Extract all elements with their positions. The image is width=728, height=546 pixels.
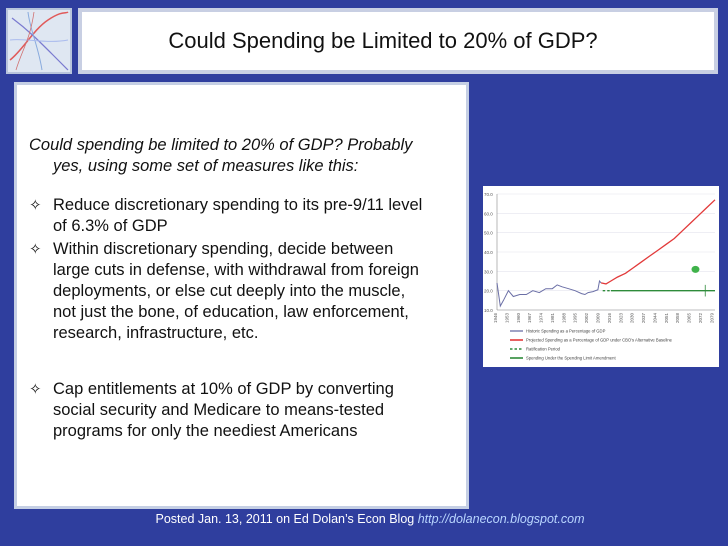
y-tick-label: 30.0 xyxy=(484,269,493,274)
legend-label: Historic Spending as a Percentage of GDP xyxy=(526,329,606,334)
x-tick-label: 1988 xyxy=(561,313,566,324)
bullet-line: research, infrastructure, etc. xyxy=(53,324,259,342)
bullet-item: ✧ Within discretionary spending, decide … xyxy=(29,239,469,344)
x-tick-label: 1974 xyxy=(539,313,544,324)
x-tick-label: 2037 xyxy=(641,313,646,324)
x-tick-label: 2002 xyxy=(584,313,589,324)
x-tick-label: 2065 xyxy=(687,313,692,324)
bullet-item: ✧ Reduce discretionary spending to its p… xyxy=(29,195,469,237)
x-tick-label: 1960 xyxy=(516,313,521,324)
intro-line: yes, using some set of measures like thi… xyxy=(53,157,359,175)
y-tick-label: 50.0 xyxy=(484,231,493,236)
x-tick-label: 2051 xyxy=(664,313,669,324)
bullet-line: social security and Medicare to means-te… xyxy=(53,401,385,419)
content-panel: Could spending be limited to 20% of GDP?… xyxy=(14,82,469,509)
star-bullet-icon: ✧ xyxy=(29,381,42,398)
x-tick-label: 2023 xyxy=(618,313,623,324)
y-tick-label: 40.0 xyxy=(484,250,493,255)
blog-link[interactable]: http://dolanecon.blogspot.com xyxy=(417,512,585,526)
legend-label: Projected Spending as a Percentage of GD… xyxy=(526,338,673,343)
y-tick-label: 20.0 xyxy=(484,289,493,294)
x-tick-label: 2009 xyxy=(595,313,600,324)
bullet-line: Within discretionary spending, decide be… xyxy=(53,240,394,258)
y-tick-label: 10.0 xyxy=(484,308,493,313)
title-bar: Could Spending be Limited to 20% of GDP? xyxy=(78,8,718,74)
star-bullet-icon: ✧ xyxy=(29,197,42,214)
x-tick-label: 1967 xyxy=(527,313,532,324)
x-tick-label: 2058 xyxy=(675,313,680,324)
x-tick-label: 1953 xyxy=(504,313,509,324)
bullet-line: large cuts in defense, with withdrawal f… xyxy=(53,261,419,279)
bullet-line: of 6.3% of GDP xyxy=(53,217,168,235)
x-tick-label: 1981 xyxy=(550,313,555,324)
x-tick-label: 1995 xyxy=(573,313,578,324)
x-tick-label: 2030 xyxy=(630,313,635,324)
projected-series-line xyxy=(600,199,716,285)
footer: Posted Jan. 13, 2011 on Ed Dolan’s Econ … xyxy=(0,512,728,526)
bullet-line: programs for only the neediest Americans xyxy=(53,422,358,440)
spending-chart: 70.0 60.0 50.0 40.0 30.0 20.0 10.0 1946 1953 1960… xyxy=(483,186,719,367)
bullet-line: deployments, or else cut deeply into the… xyxy=(53,282,406,300)
bullet-item: ✧ Cap entitlements at 10% of GDP by conv… xyxy=(29,379,469,442)
historic-series-line xyxy=(496,279,602,308)
x-tick-label: 2044 xyxy=(652,313,657,324)
bullet-line: not just the bone, of education, law enf… xyxy=(53,303,409,321)
star-bullet-icon: ✧ xyxy=(29,241,42,258)
intro-text: Could spending be limited to 20% of GDP?… xyxy=(29,135,459,177)
y-tick-label: 70.0 xyxy=(484,192,493,197)
legend-label: Ratification Period xyxy=(526,347,561,352)
x-tick-label: 2079 xyxy=(709,313,714,324)
intro-line: Could spending be limited to 20% of GDP?… xyxy=(29,136,413,154)
bullet-line: Cap entitlements at 10% of GDP by conver… xyxy=(53,380,394,398)
logo-thumbnail xyxy=(6,8,72,74)
legend-label: Spending Under the Spending Limit Amendm… xyxy=(526,356,616,361)
green-blob-marker xyxy=(691,265,700,273)
x-tick-label: 1946 xyxy=(493,313,498,324)
footer-text: Posted Jan. 13, 2011 on Ed Dolan’s Econ … xyxy=(155,512,415,526)
x-tick-label: 2016 xyxy=(607,313,612,324)
slide-title: Could Spending be Limited to 20% of GDP? xyxy=(168,28,598,53)
y-tick-label: 60.0 xyxy=(484,211,493,216)
x-tick-label: 2072 xyxy=(698,313,703,324)
bullet-line: Reduce discretionary spending to its pre… xyxy=(53,196,423,214)
